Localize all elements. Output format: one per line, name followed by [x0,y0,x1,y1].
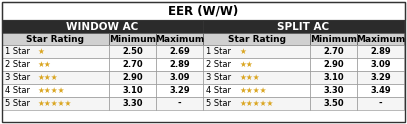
Bar [357,84,404,97]
Bar [310,58,357,71]
Text: ★★: ★★ [239,60,253,69]
Text: 3.09: 3.09 [370,60,391,69]
Bar [109,84,156,97]
Bar [357,71,404,84]
Text: 1 Star: 1 Star [206,47,231,56]
Text: ★: ★ [38,47,45,56]
Text: 2.89: 2.89 [370,47,391,56]
Bar [109,33,156,45]
Bar [156,33,203,45]
Text: 3 Star: 3 Star [5,73,30,82]
Text: 4 Star: 4 Star [5,86,30,95]
Text: -: - [178,99,181,108]
Text: 3.10: 3.10 [122,86,143,95]
Bar [2,71,109,84]
Bar [156,58,203,71]
Bar [109,45,156,58]
Text: 2.70: 2.70 [323,47,344,56]
Bar [357,58,404,71]
Bar [203,71,310,84]
Bar [109,71,156,84]
Bar [310,71,357,84]
Text: Star Rating: Star Rating [228,34,285,44]
Text: ★★★: ★★★ [38,73,59,82]
Text: 2 Star: 2 Star [206,60,231,69]
Bar [310,45,357,58]
Text: ★★★: ★★★ [239,73,260,82]
Bar [357,33,404,45]
Bar [2,33,109,45]
Text: 3.29: 3.29 [169,86,190,95]
Bar [203,20,404,33]
Bar [2,58,109,71]
Text: 3.09: 3.09 [169,73,190,82]
Bar [357,97,404,110]
Text: ★★★★: ★★★★ [239,86,267,95]
Text: 5 Star: 5 Star [5,99,30,108]
Text: Star Rating: Star Rating [26,34,85,44]
Bar [203,84,310,97]
Bar [156,71,203,84]
Text: EER (W/W): EER (W/W) [168,4,239,17]
Text: ★: ★ [239,47,246,56]
Bar [310,84,357,97]
Text: 3.29: 3.29 [370,73,391,82]
Bar [2,2,405,20]
Bar [109,58,156,71]
Bar [203,97,310,110]
Bar [203,58,310,71]
Text: ★★★★★: ★★★★★ [38,99,72,108]
Text: Minimum: Minimum [109,34,156,44]
Text: 3.30: 3.30 [122,99,143,108]
Text: 2.50: 2.50 [122,47,143,56]
Text: 3.10: 3.10 [323,73,344,82]
Text: Maximum: Maximum [356,34,405,44]
Bar [109,97,156,110]
Text: -: - [379,99,382,108]
Text: WINDOW AC: WINDOW AC [66,21,139,31]
Bar [2,97,109,110]
Bar [156,97,203,110]
Bar [2,84,109,97]
Bar [357,45,404,58]
Text: ★★: ★★ [38,60,52,69]
Text: Maximum: Maximum [155,34,204,44]
Text: 2.90: 2.90 [122,73,143,82]
Bar [203,45,310,58]
Text: ★★★★★: ★★★★★ [239,99,274,108]
Text: 4 Star: 4 Star [206,86,231,95]
Bar [2,45,109,58]
Text: ★★★★: ★★★★ [38,86,66,95]
Text: 3.50: 3.50 [323,99,344,108]
Text: 2.70: 2.70 [122,60,143,69]
Text: Minimum: Minimum [310,34,357,44]
Text: 1 Star: 1 Star [5,47,30,56]
Text: SPLIT AC: SPLIT AC [278,21,330,31]
Bar [310,33,357,45]
Bar [203,33,310,45]
Text: 3 Star: 3 Star [206,73,231,82]
Text: 2.90: 2.90 [323,60,344,69]
Bar [2,20,203,33]
Text: 5 Star: 5 Star [206,99,231,108]
Text: 2 Star: 2 Star [5,60,30,69]
Text: 2.69: 2.69 [169,47,190,56]
Text: 2.89: 2.89 [169,60,190,69]
Bar [310,97,357,110]
Bar [156,45,203,58]
Text: 3.30: 3.30 [323,86,344,95]
Text: 3.49: 3.49 [370,86,391,95]
Bar [156,84,203,97]
